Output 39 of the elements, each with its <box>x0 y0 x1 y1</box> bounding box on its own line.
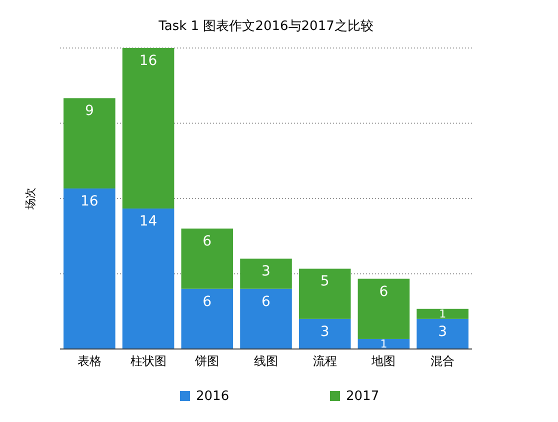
data-label: 3 <box>320 324 330 340</box>
bar <box>358 278 410 339</box>
data-label: 16 <box>139 53 158 69</box>
data-label: 6 <box>262 294 271 310</box>
data-label: 9 <box>84 103 94 120</box>
bar <box>240 258 292 289</box>
data-label: 3 <box>262 264 270 280</box>
data-label: 1 <box>439 307 446 320</box>
y-axis-title: 场次 <box>24 188 37 210</box>
bar <box>64 188 116 349</box>
bar <box>298 268 351 319</box>
x-tick-label: 线图 <box>254 354 278 368</box>
legend-label: 2017 <box>346 389 380 404</box>
x-tick-label: 流程 <box>312 354 337 368</box>
x-tick-label: 柱状图 <box>130 354 166 368</box>
data-label: 14 <box>139 214 158 230</box>
bar <box>181 228 234 289</box>
bar <box>122 208 174 349</box>
bar <box>240 288 292 349</box>
legend-label: 2016 <box>196 389 230 404</box>
x-tick-label: 混合 <box>430 354 455 368</box>
bar <box>298 318 351 349</box>
bar <box>358 338 410 349</box>
bar <box>416 308 468 319</box>
bar <box>181 288 234 349</box>
data-label: 3 <box>438 324 448 340</box>
bar <box>64 98 116 188</box>
data-label: 16 <box>80 193 98 210</box>
chart-title: Task 1 图表作文2016与2017之比较 <box>158 19 374 34</box>
x-tick-label: 表格 <box>77 354 102 368</box>
data-label: 5 <box>320 274 330 290</box>
data-label: 6 <box>379 284 388 300</box>
data-label: 6 <box>202 294 212 310</box>
bar <box>122 48 174 209</box>
x-tick-label: 地图 <box>370 354 396 368</box>
x-tick-label: 饼图 <box>194 354 220 368</box>
bar <box>416 318 468 349</box>
data-label: 6 <box>202 234 212 250</box>
data-label: 1 <box>380 337 388 350</box>
